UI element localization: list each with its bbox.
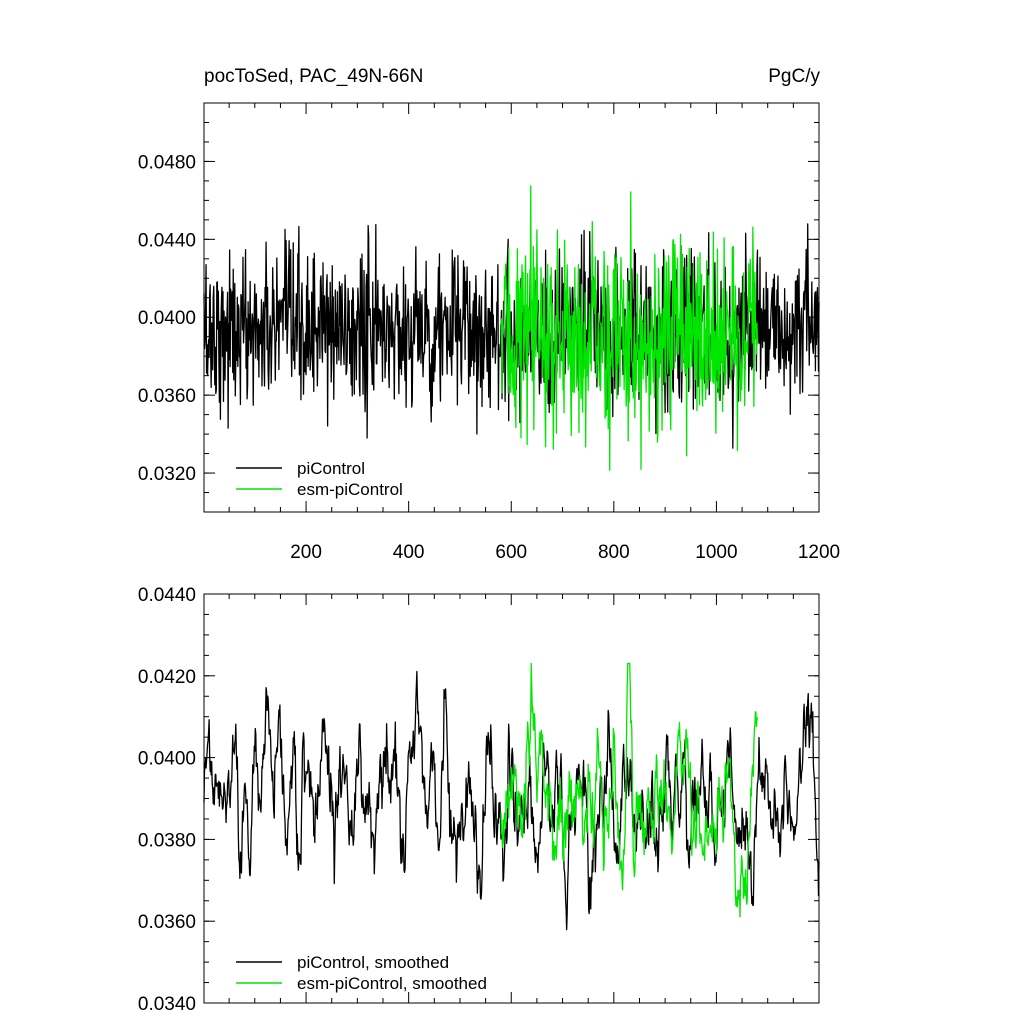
x-tick-label: 400 <box>393 542 425 563</box>
series-layer <box>203 662 820 931</box>
legend-label-picontrol-smoothed: piControl, smoothed <box>297 953 449 972</box>
y-tick-label: 0.0420 <box>138 667 196 688</box>
y-tick-label: 0.0480 <box>138 152 196 173</box>
x-tick-label: 1200 <box>798 542 840 563</box>
legend-label-picontrol: piControl <box>297 459 365 478</box>
y-tick-label: 0.0320 <box>138 464 196 485</box>
y-tick-label: 0.0380 <box>138 830 196 851</box>
panel-title: pocToSed, PAC_49N-66N <box>204 66 423 87</box>
units-label: PgC/y <box>768 66 820 87</box>
top-panel: pocToSed, PAC_49N-66N PgC/y 0.0320 0.0360… <box>138 66 840 563</box>
y-tick-label: 0.0400 <box>138 749 196 770</box>
legend-label-esm-picontrol: esm-piControl <box>297 480 403 499</box>
series-line-esm-picontrol <box>500 185 759 471</box>
y-tick-label: 0.0440 <box>138 230 196 251</box>
axis-ticks: 0.0320 0.0360 0.0400 0.0440 0.0480 200 400 600 8… <box>138 102 840 563</box>
y-tick-label: 0.0360 <box>138 386 196 407</box>
x-tick-label: 800 <box>598 542 630 563</box>
y-tick-label: 0.0360 <box>138 912 196 933</box>
x-tick-label: 600 <box>495 542 527 563</box>
legend-label-esm-picontrol-smoothed: esm-piControl, smoothed <box>297 974 487 993</box>
bottom-panel: 0.0340 0.0360 0.0380 0.0400 0.0420 0.0440 piC… <box>138 585 820 1015</box>
axis-ticks: 0.0340 0.0360 0.0380 0.0400 0.0420 0.0440 <box>138 585 820 1015</box>
legend: piControl, smoothed esm-piControl, smoot… <box>236 953 487 993</box>
legend: piControl esm-piControl <box>236 459 403 499</box>
series-line-picontrol-smoothed <box>203 670 820 931</box>
x-tick-label: 200 <box>290 542 322 563</box>
series-line-esm-picontrol-smoothed <box>500 662 759 918</box>
y-tick-label: 0.0400 <box>138 308 196 329</box>
y-tick-label: 0.0440 <box>138 585 196 606</box>
series-layer <box>203 185 820 471</box>
y-tick-label: 0.0340 <box>138 994 196 1015</box>
x-tick-label: 1000 <box>695 542 737 563</box>
